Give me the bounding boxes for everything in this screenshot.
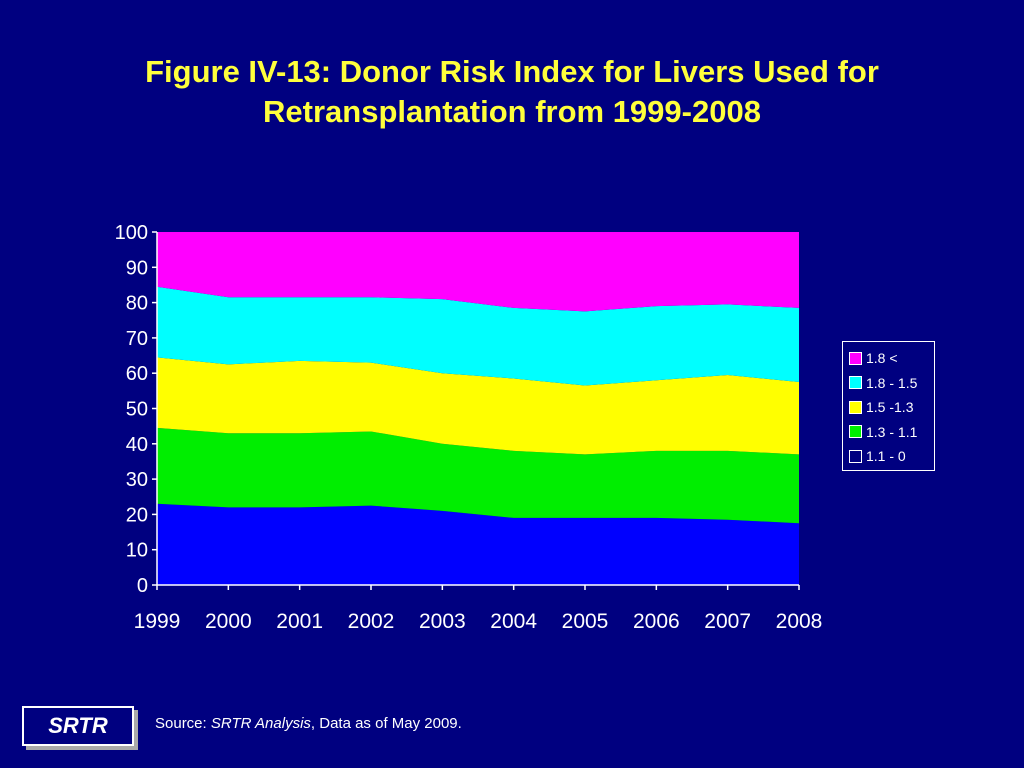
chart-title-line-1: Figure IV-13: Donor Risk Index for Liver…: [145, 54, 879, 89]
chart-legend: 1.8 < 1.8 - 1.5 1.5 -1.3 1.3 - 1.1 1.1 -…: [842, 341, 935, 471]
x-tick-label: 2002: [348, 610, 395, 633]
x-tick-label: 2007: [704, 610, 751, 633]
y-tick-label: 0: [137, 575, 148, 597]
legend-item: 1.8 - 1.5: [849, 371, 934, 396]
srtr-logo: SRTR: [22, 706, 134, 746]
area-series-1: [157, 503, 799, 585]
x-tick-label: 2004: [490, 610, 537, 633]
area-series-2: [157, 427, 799, 524]
legend-swatch-5: [849, 449, 862, 463]
legend-swatch-2: [849, 376, 862, 390]
chart-title-line-2: Retransplantation from 1999-2008: [263, 94, 761, 129]
y-tick-label: 50: [126, 399, 148, 421]
source-italic: SRTR Analysis: [210, 715, 311, 732]
legend-swatch-3: [849, 400, 862, 414]
footer: SRTR Source: SRTR Analysis, Data as of M…: [22, 706, 622, 750]
x-tick-label: 2001: [276, 610, 323, 633]
area-series-3: [157, 357, 799, 455]
x-tick-label: 1999: [134, 610, 181, 633]
legend-swatch-4: [849, 425, 862, 439]
legend-label-5: 1.1 - 0: [866, 448, 906, 465]
x-tick-label: 2000: [205, 610, 252, 633]
y-tick-label: 100: [115, 222, 148, 244]
source-suffix: , Data as of May 2009.: [310, 715, 462, 732]
legend-item: 1.1 - 0: [849, 444, 934, 469]
legend-item: 1.5 -1.3: [849, 395, 934, 420]
legend-item: 1.3 - 1.1: [849, 420, 934, 445]
legend-label-4: 1.3 - 1.1: [866, 423, 918, 440]
y-tick-label: 70: [126, 328, 148, 350]
y-tick-label: 40: [126, 434, 148, 456]
source-prefix: Source:: [155, 715, 211, 732]
y-tick-label: 90: [126, 257, 148, 279]
x-tick-label: 2006: [633, 610, 680, 633]
area-series-4: [157, 286, 799, 386]
legend-label-1: 1.8 <: [866, 350, 898, 367]
legend-label-2: 1.8 - 1.5: [866, 374, 918, 391]
legend-label-3: 1.5 -1.3: [866, 399, 914, 416]
y-tick-label: 80: [126, 293, 148, 315]
y-tick-label: 10: [126, 540, 148, 562]
x-tick-label: 2008: [776, 610, 823, 633]
x-tick-label: 2003: [419, 610, 466, 633]
legend-swatch-1: [849, 351, 862, 365]
chart-title: Figure IV-13: Donor Risk Index for Liver…: [60, 52, 964, 132]
x-tick-label: 2005: [562, 610, 609, 633]
y-tick-label: 20: [126, 504, 148, 526]
area-series-5: [157, 232, 799, 312]
legend-item: 1.8 <: [849, 346, 934, 371]
y-tick-label: 60: [126, 363, 148, 385]
y-tick-label: 30: [126, 469, 148, 491]
source-note: Source: SRTR Analysis, Data as of May 20…: [155, 715, 462, 732]
